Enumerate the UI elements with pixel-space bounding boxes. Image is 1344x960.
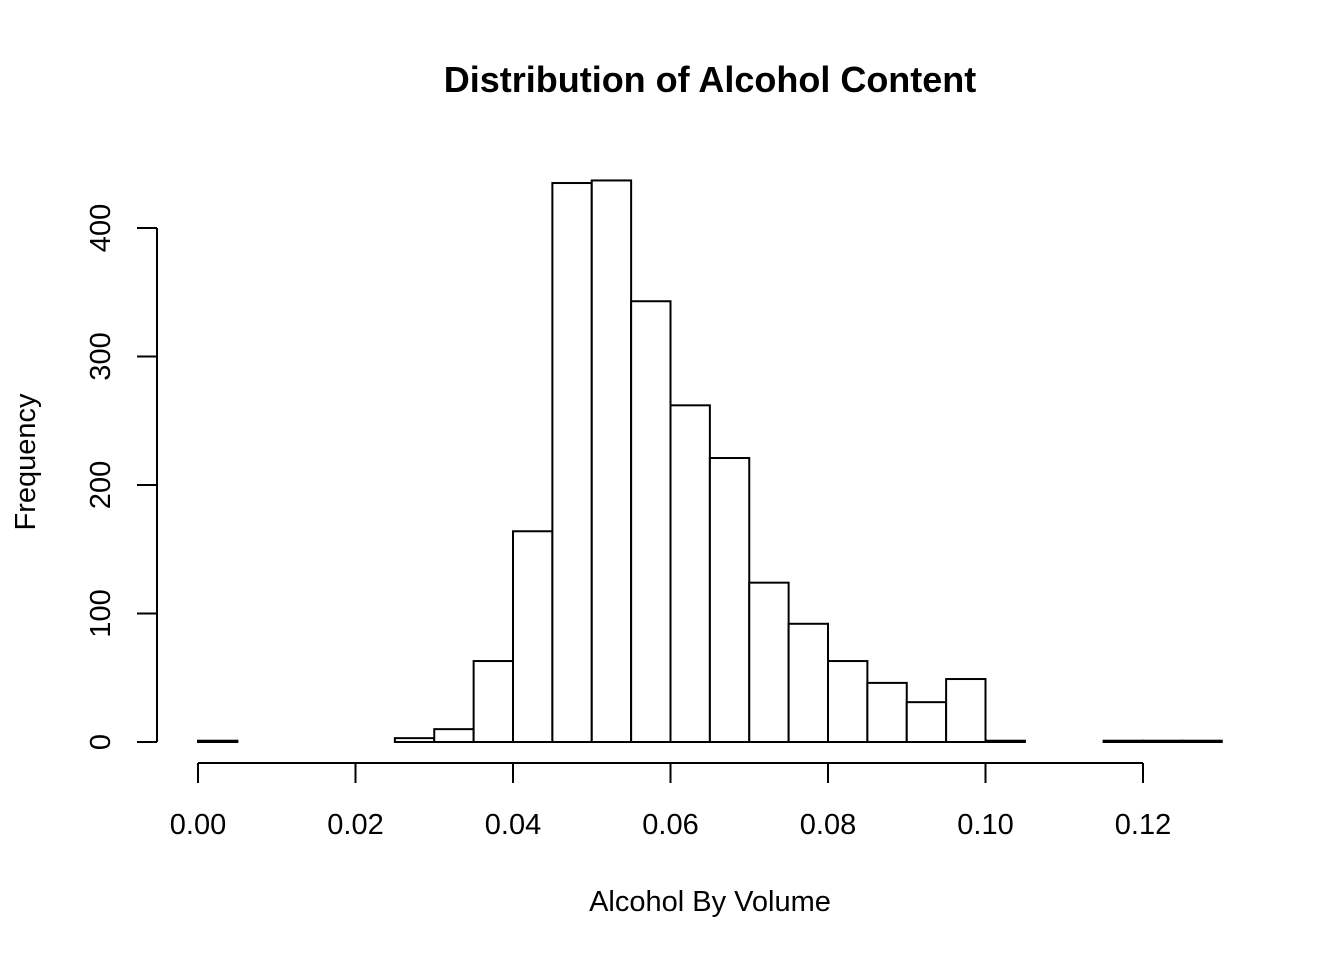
histogram-bar bbox=[472, 660, 514, 743]
y-axis-label: Frequency bbox=[10, 393, 42, 531]
histogram-bar bbox=[945, 678, 987, 743]
x-tick-label: 0.12 bbox=[1115, 809, 1171, 841]
y-tick-label: 100 bbox=[85, 589, 117, 637]
y-tick-label: 300 bbox=[85, 332, 117, 380]
histogram-bar bbox=[512, 530, 554, 744]
x-tick-label: 0.06 bbox=[642, 809, 698, 841]
y-tick-label: 400 bbox=[85, 204, 117, 252]
histogram-bar bbox=[1142, 739, 1184, 744]
x-tick-label: 0.10 bbox=[957, 809, 1013, 841]
histogram-bar bbox=[1102, 739, 1144, 744]
histogram-bar bbox=[590, 179, 633, 743]
histogram-bar bbox=[748, 581, 790, 743]
x-axis-label: Alcohol By Volume bbox=[589, 886, 831, 918]
x-tick-label: 0.02 bbox=[327, 809, 383, 841]
chart-title: Distribution of Alcohol Content bbox=[444, 59, 977, 100]
x-axis: 0.00 0.02 0.04 0.06 0.08 0.10 0.12 bbox=[170, 762, 1171, 841]
histogram-bar bbox=[197, 739, 239, 744]
y-tick-label: 0 bbox=[85, 734, 117, 750]
histogram-bar bbox=[393, 737, 436, 744]
bars-group bbox=[197, 179, 1223, 744]
histogram-bar bbox=[1181, 739, 1223, 744]
x-tick-label: 0.04 bbox=[485, 809, 541, 841]
histogram-bar bbox=[630, 300, 672, 743]
histogram-bar bbox=[551, 182, 593, 743]
histogram-bar bbox=[905, 701, 948, 743]
histogram-bar bbox=[984, 739, 1026, 744]
y-tick-label: 200 bbox=[85, 461, 117, 509]
x-tick-label: 0.08 bbox=[800, 809, 856, 841]
histogram-bar bbox=[866, 681, 908, 744]
histogram-bar bbox=[433, 728, 475, 744]
histogram-bar bbox=[787, 622, 829, 744]
y-axis: 0 100 200 300 400 bbox=[85, 204, 158, 750]
histogram-bar bbox=[827, 660, 869, 743]
x-tick-label: 0.00 bbox=[170, 809, 226, 841]
histogram-bar bbox=[708, 457, 751, 743]
histogram-bar bbox=[669, 404, 711, 743]
